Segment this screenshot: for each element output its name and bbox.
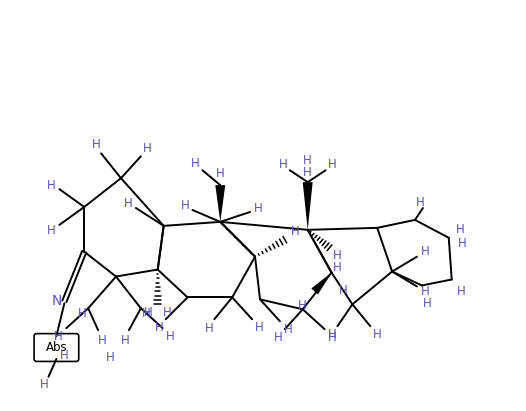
Text: H: H xyxy=(254,203,262,215)
Text: H: H xyxy=(120,334,129,346)
Text: H: H xyxy=(458,237,467,250)
Text: N: N xyxy=(51,294,62,308)
Text: H: H xyxy=(298,299,307,312)
Text: H: H xyxy=(47,224,56,237)
Text: H: H xyxy=(191,157,200,170)
Text: H: H xyxy=(181,199,190,212)
Text: H: H xyxy=(278,158,287,171)
Text: H: H xyxy=(416,196,424,208)
Text: H: H xyxy=(60,349,69,363)
Text: H: H xyxy=(290,225,299,238)
Text: H: H xyxy=(216,167,225,180)
Text: H: H xyxy=(166,330,175,343)
Text: H: H xyxy=(92,138,100,151)
Text: H: H xyxy=(144,306,152,319)
Text: H: H xyxy=(106,351,115,365)
Text: H: H xyxy=(143,142,151,155)
Text: H: H xyxy=(328,328,337,341)
Text: H: H xyxy=(141,307,150,320)
Text: H: H xyxy=(274,330,282,344)
Text: H: H xyxy=(98,334,106,346)
Text: H: H xyxy=(163,306,172,319)
Text: H: H xyxy=(339,284,348,297)
Text: H: H xyxy=(333,249,342,262)
Text: H: H xyxy=(420,245,429,258)
Text: H: H xyxy=(422,297,431,310)
Text: H: H xyxy=(333,261,342,274)
Text: H: H xyxy=(205,322,214,335)
Text: H: H xyxy=(255,321,264,334)
Text: H: H xyxy=(78,307,87,320)
Text: H: H xyxy=(304,166,312,179)
Text: H: H xyxy=(124,196,133,210)
Text: H: H xyxy=(284,323,292,336)
Text: H: H xyxy=(328,158,337,171)
Text: H: H xyxy=(373,328,381,341)
Polygon shape xyxy=(215,185,225,222)
Text: H: H xyxy=(456,223,465,236)
Text: H: H xyxy=(54,330,63,343)
Text: H: H xyxy=(304,154,312,167)
Text: H: H xyxy=(328,330,337,344)
FancyBboxPatch shape xyxy=(34,334,79,361)
Polygon shape xyxy=(303,182,312,230)
Text: H: H xyxy=(420,285,429,298)
Polygon shape xyxy=(311,272,331,294)
Text: H: H xyxy=(40,378,49,391)
Text: H: H xyxy=(457,285,466,298)
Text: Abs: Abs xyxy=(46,341,67,353)
Text: H: H xyxy=(155,321,164,334)
Text: H: H xyxy=(47,179,56,192)
